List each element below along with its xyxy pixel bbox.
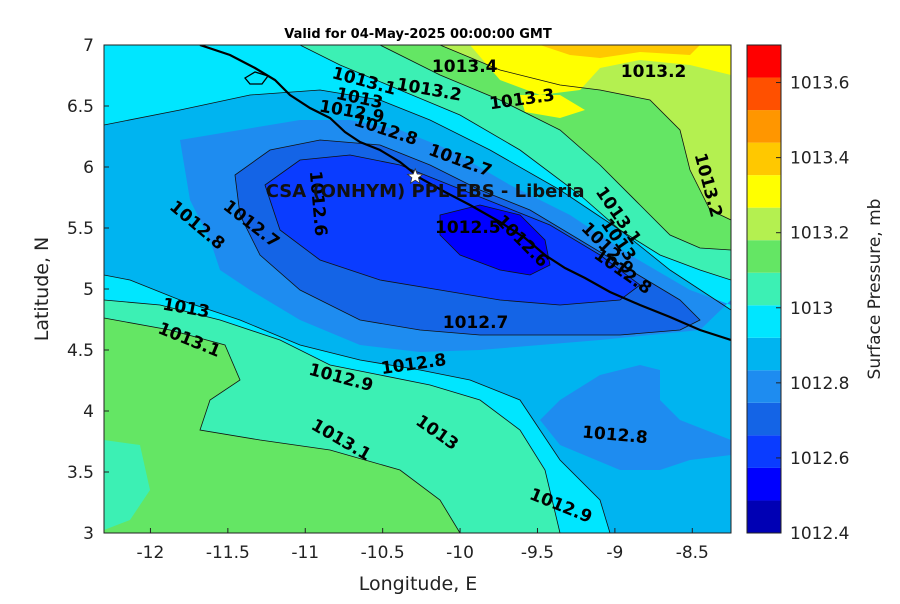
region-1013-1-southwest [104,318,460,533]
contour-label: 1013.2 [621,62,687,82]
y-tick-label: 6.5 [67,97,94,117]
region-1013-2-northeast [440,45,731,220]
x-axis: -12 -11.5 -11 -10.5 -10 -9.5 -9 -8.5 [137,528,709,563]
region-1012-9-north [200,45,330,70]
colorbar-tick-label: 1013.4 [790,149,849,169]
colorbar-swatch [747,337,781,371]
site-label: CSA (ONHYM) PPL EBS - Liberia [266,181,585,202]
chart-title: Valid for 04-May-2025 00:00:00 GMT [284,27,552,42]
x-tick-label: -8.5 [676,543,709,563]
site-star-marker [406,167,424,185]
colorbar-tick-label: 1013.6 [790,74,849,94]
contour-label: 1012.5 [435,218,501,238]
colorbar-swatch [747,272,781,306]
region-1013-3-pocket [520,95,585,118]
x-tick-label: -9.5 [521,543,554,563]
x-tick-label: -10 [446,543,474,563]
colorbar: 1012.4 1012.6 1012.8 1013 1013.2 1013.4 1013.6 [746,44,849,544]
colorbar-swatch [747,435,781,468]
region-1013-3 [470,45,731,95]
contour-label: 1012.7 [443,313,509,333]
colorbar-tick-label: 1012.4 [790,524,849,544]
colorbar-swatch [747,77,781,111]
coastline [199,45,731,342]
contour-label: 1013.4 [432,57,498,77]
colorbar-swatch [747,500,781,533]
x-axis-label: Longitude, E [359,573,478,595]
y-tick-label: 5.5 [67,219,94,239]
x-tick-label: -10.5 [361,543,405,563]
x-tick-label: -12 [137,543,165,563]
colorbar-tick-label: 1012.6 [790,449,849,469]
region-1013-4 [540,45,700,58]
y-tick-label: 4.5 [67,341,94,361]
colorbar-swatch [747,142,781,176]
colorbar-swatch [747,402,781,436]
colorbar-swatch [747,175,781,208]
x-tick-label: -11.5 [206,543,250,563]
y-tick-label: 6 [83,158,94,178]
y-tick-label: 5 [83,280,94,300]
colorbar-swatch [747,240,781,273]
pressure-field [104,45,731,533]
x-tick-label: -9 [606,543,623,563]
colorbar-swatch [747,207,781,241]
colorbar-swatch [747,45,781,78]
colorbar-label: Surface Pressure, mb [865,199,885,380]
x-tick-label: -11 [291,543,319,563]
colorbar-swatch [747,370,781,403]
colorbar-swatch [747,467,781,501]
colorbar-tick-label: 1013.2 [790,224,849,244]
contour-lines [104,45,731,533]
island-outline [244,71,270,85]
y-axis: 3 3.5 4 4.5 5 5.5 6 6.5 7 [67,36,109,544]
y-tick-label: 7 [83,36,94,56]
colorbar-swatch [747,110,781,143]
colorbar-frame [746,44,782,534]
y-tick-label: 3.5 [67,463,94,483]
y-axis-label: Latitude, N [31,237,53,342]
y-tick-label: 4 [83,402,94,422]
y-tick-label: 3 [83,524,94,544]
colorbar-swatch [747,305,781,338]
region-1013-southwest-pocket [104,440,150,530]
site-marker-group: CSA (ONHYM) PPL EBS - Liberia [266,167,585,202]
colorbar-tick-label: 1012.8 [790,374,849,394]
colorbar-tick-label: 1013 [790,299,833,319]
